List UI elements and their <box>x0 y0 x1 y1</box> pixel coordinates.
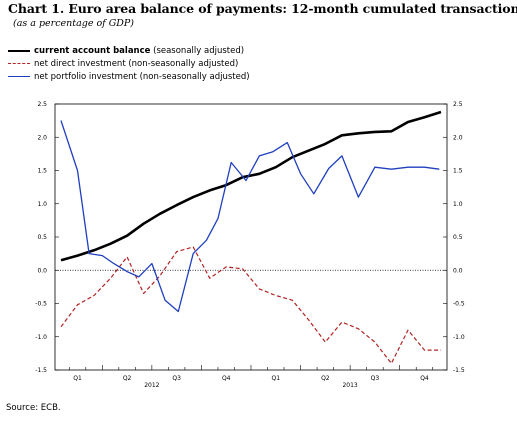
x-quarter-label: Q2 <box>123 375 132 382</box>
x-quarter-label: Q4 <box>420 375 429 382</box>
y-tick-label-right: 1.0 <box>453 201 463 208</box>
y-tick-label-left: 1.5 <box>37 168 47 175</box>
legend-label-rest: (seasonally adjusted) <box>150 45 245 56</box>
x-quarter-label: Q2 <box>321 375 330 382</box>
legend-swatch <box>8 76 30 77</box>
y-tick-label-left: -1.0 <box>35 334 47 341</box>
series-line-portfolio-investment <box>60 120 440 313</box>
y-tick-label-left: 2.5 <box>37 101 47 108</box>
legend-item-current-account: current account balance (seasonally adju… <box>8 44 250 57</box>
source-note: Source: ECB. <box>6 403 61 413</box>
chart-subtitle: (as a percentage of GDP) <box>13 18 135 29</box>
legend-label: net portfolio investment (non-seasonally… <box>34 71 250 82</box>
legend-item-portfolio-investment: net portfolio investment (non-seasonally… <box>8 70 250 83</box>
chart-title: Chart 1. Euro area balance of payments: … <box>8 1 517 16</box>
x-quarter-label: Q3 <box>371 375 380 382</box>
y-tick-label-left: 2.0 <box>37 134 47 141</box>
legend-label: net direct investment (non-seasonally ad… <box>34 58 239 69</box>
y-tick-label-right: 1.5 <box>453 168 463 175</box>
y-tick-label-left: 1.0 <box>37 201 47 208</box>
legend: current account balance (seasonally adju… <box>8 44 250 83</box>
series-line-current-account <box>60 110 442 262</box>
legend-swatch <box>8 49 30 52</box>
y-tick-label-right: 2.0 <box>453 134 463 141</box>
y-tick-label-right: -1.5 <box>453 367 465 374</box>
y-tick-label-left: -1.5 <box>35 367 47 374</box>
x-quarter-label: Q1 <box>73 375 82 382</box>
x-year-label: 2012 <box>144 382 159 389</box>
plot-frame <box>54 103 448 371</box>
x-year-label: 2013 <box>342 382 357 389</box>
y-tick-label-right: 0.0 <box>453 267 463 274</box>
y-tick-label-right: -1.0 <box>453 334 465 341</box>
x-quarter-label: Q3 <box>172 375 181 382</box>
legend-item-direct-investment: net direct investment (non-seasonally ad… <box>8 57 250 70</box>
x-quarter-label: Q4 <box>222 375 231 382</box>
y-tick-label-left: -0.5 <box>35 301 47 308</box>
y-tick-label-right: -0.5 <box>453 301 465 308</box>
y-tick-label-left: 0.0 <box>37 267 47 274</box>
series-line-direct-investment <box>60 246 441 364</box>
legend-label-bold: current account balance <box>34 45 151 56</box>
y-tick-label-right: 0.5 <box>453 234 463 241</box>
legend-swatch <box>8 63 30 64</box>
x-quarter-label: Q1 <box>272 375 281 382</box>
y-tick-label-right: 2.5 <box>453 101 463 108</box>
y-tick-label-left: 0.5 <box>37 234 47 241</box>
